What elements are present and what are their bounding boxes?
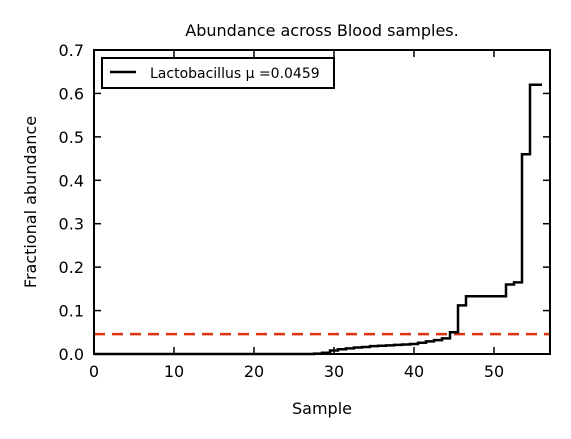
legend-box [101,57,335,89]
y-tick-label: 0.0 [59,345,84,364]
series-line-lactobacillus [94,83,542,356]
axis-ticks: 0 10 20 30 40 50 0.0 0.1 0.2 0.3 0.4 0.5 0.6 0.7 [59,41,550,381]
y-tick-label: 0.6 [59,84,84,103]
plot-area [94,83,550,356]
x-tick-label: 10 [164,362,184,381]
plot-frame [93,49,551,355]
legend-label-lactobacillus: Lactobacillus μ =0.0459 [150,66,320,82]
x-tick-label: 20 [244,362,264,381]
chart-title: Abundance across Blood samples. [185,21,458,40]
x-tick-label: 0 [89,362,99,381]
y-tick-label: 0.1 [59,302,84,321]
y-tick-label: 0.4 [59,171,84,190]
y-tick-label: 0.2 [59,258,84,277]
x-tick-label: 50 [484,362,504,381]
x-tick-label: 40 [404,362,424,381]
x-tick-label: 30 [324,362,344,381]
y-tick-label: 0.5 [59,128,84,147]
y-tick-label: 0.3 [59,215,84,234]
x-axis-title: Sample [292,399,352,418]
y-tick-label: 0.7 [59,41,84,60]
legend: Lactobacillus μ =0.0459 [101,57,335,89]
y-axis-title: Fractional abundance [21,116,40,288]
